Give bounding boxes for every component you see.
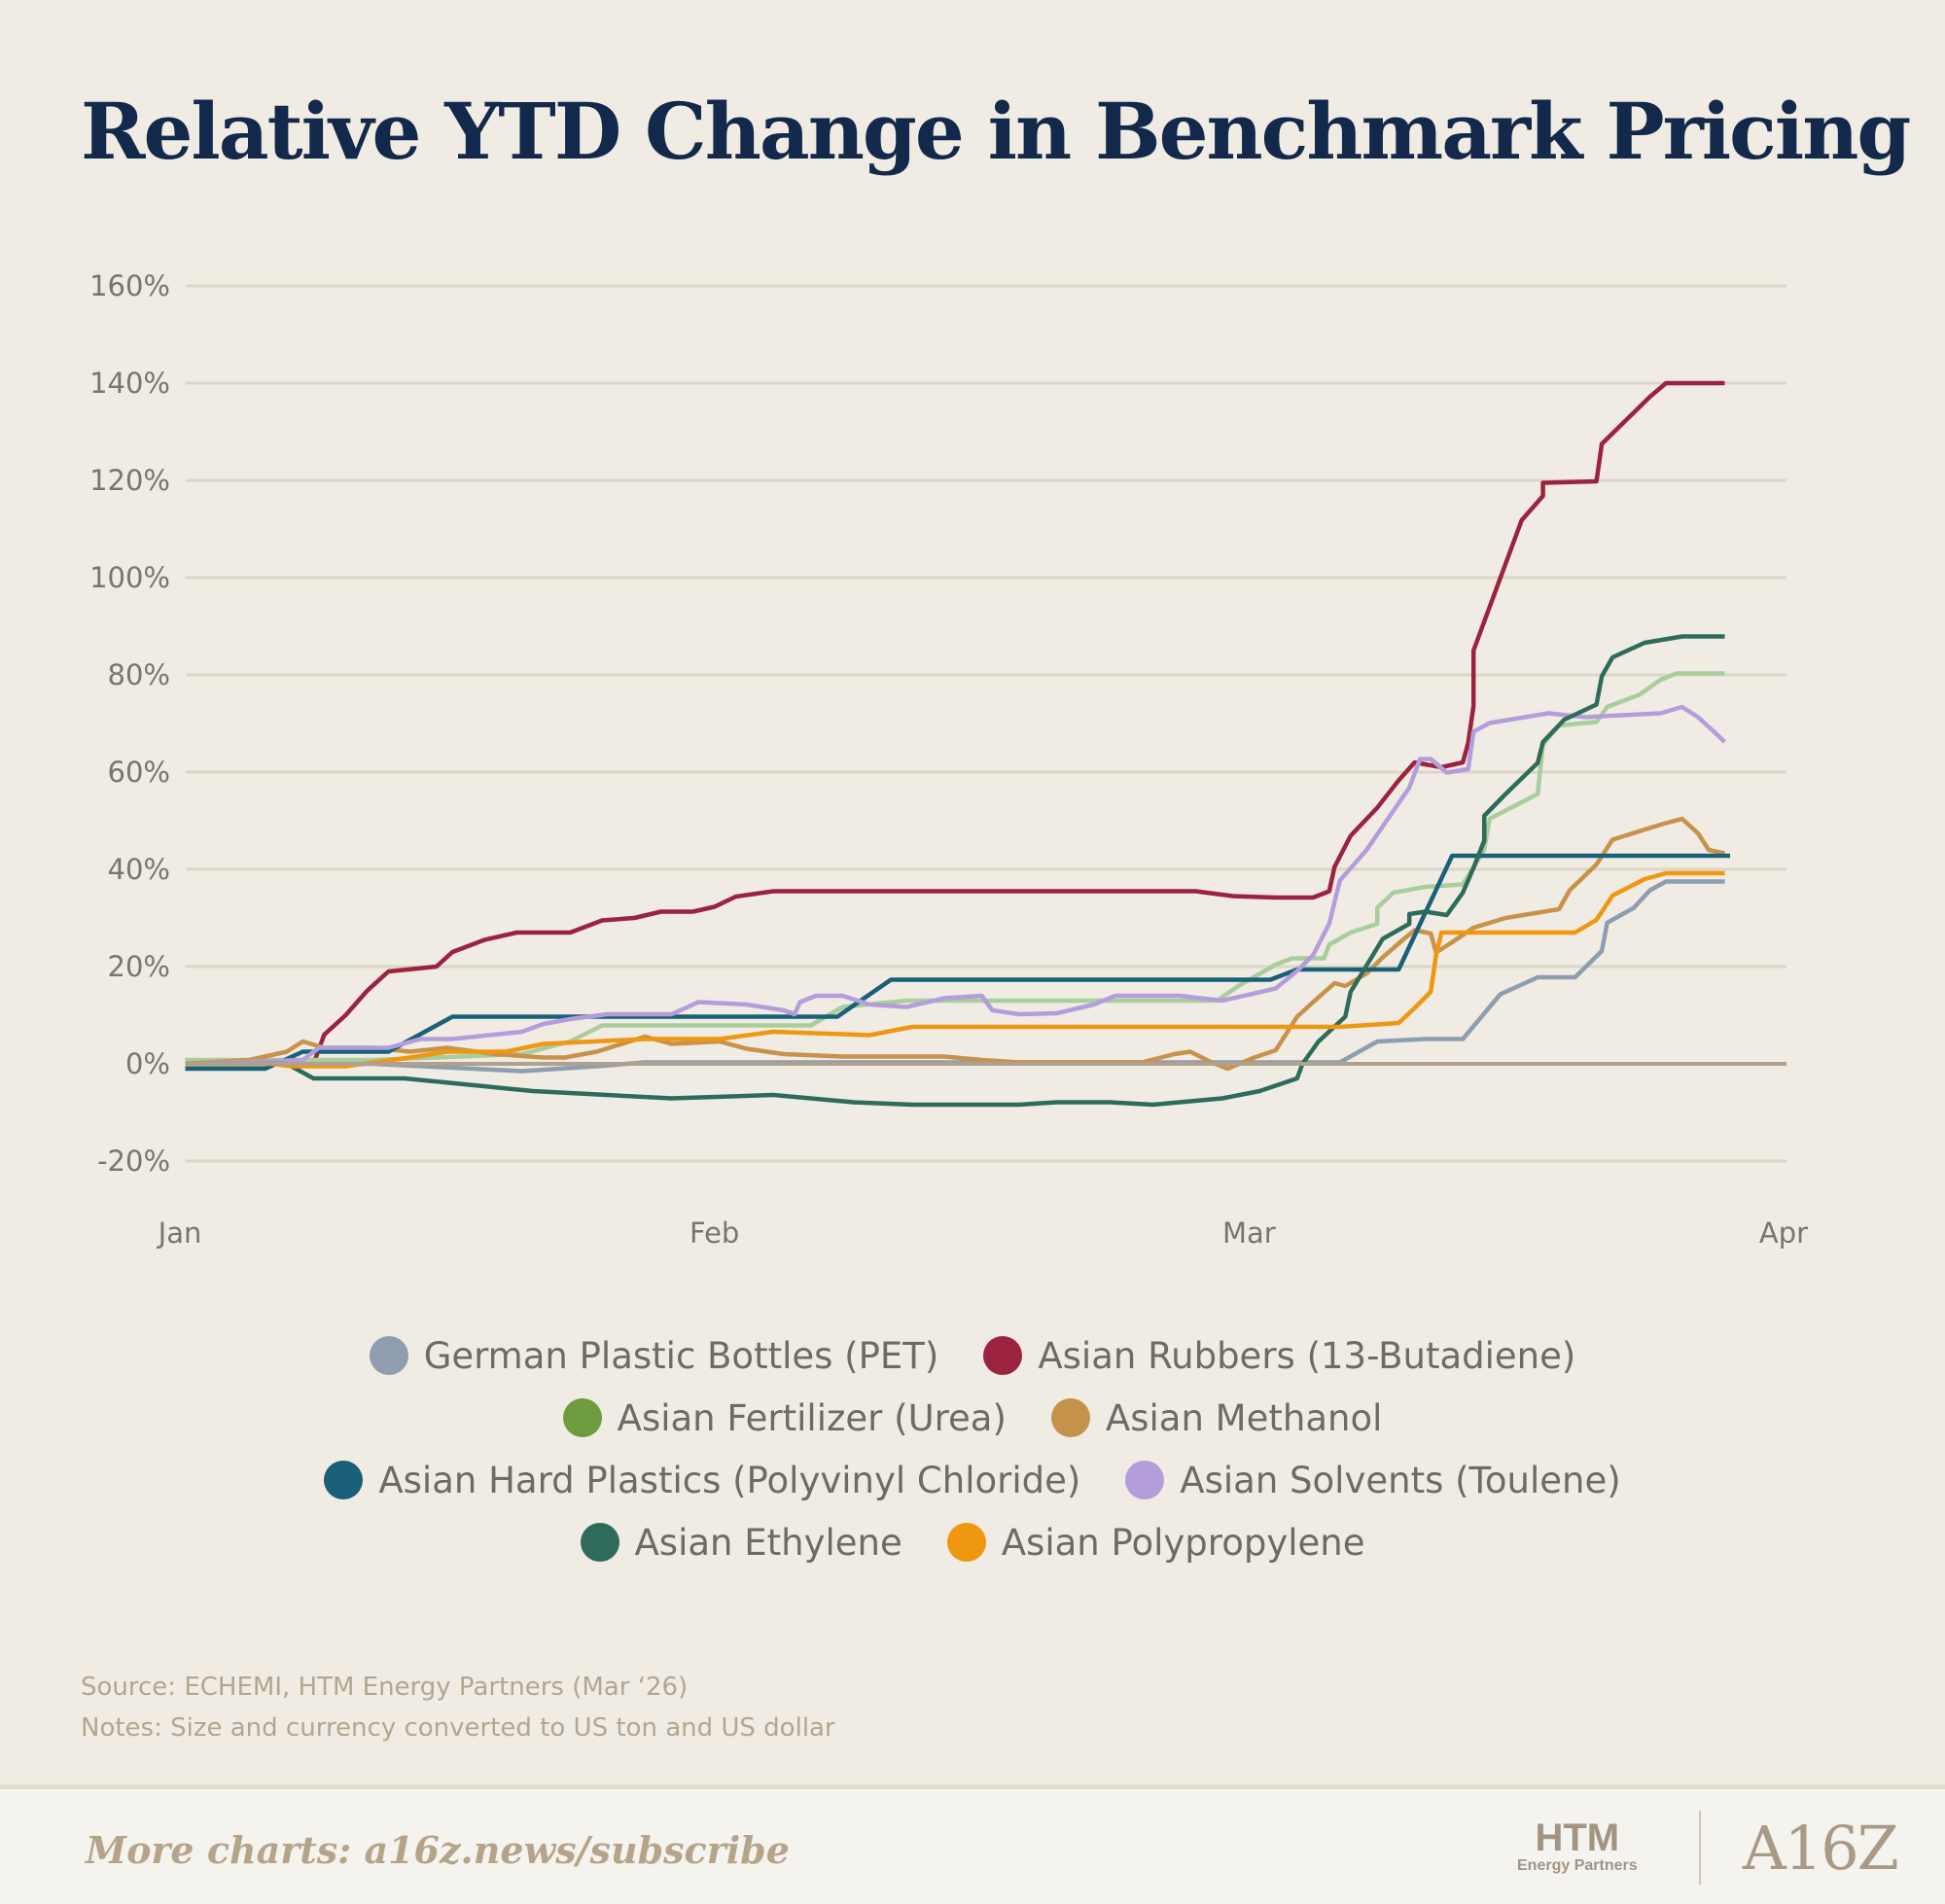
y-tick-label: 40% (108, 853, 170, 886)
y-tick-label: 140% (89, 367, 170, 400)
y-tick-label: 0% (125, 1047, 170, 1080)
chart-notes: Source: ECHEMI, HTM Energy Partners (Mar… (81, 1667, 835, 1748)
y-tick-label: 80% (108, 658, 170, 691)
series-line-7 (185, 870, 1725, 1069)
logo-divider (1699, 1811, 1701, 1885)
legend-row: Asian Ethylene Asian Polypropylene (0, 1511, 1945, 1573)
legend-item-toluene[interactable]: Asian Solvents (Toulene) (1125, 1459, 1621, 1501)
y-tick-label: 60% (108, 756, 170, 789)
chart-title: Relative YTD Change in Benchmark Pricing (81, 86, 1911, 177)
x-tick-label: Apr (1759, 1216, 1808, 1250)
legend-item-urea[interactable]: Asian Fertilizer (Urea) (562, 1396, 1007, 1439)
legend-label: German Plastic Bottles (PET) (423, 1334, 939, 1377)
series-line-1 (185, 380, 1725, 1067)
legend-dot-icon (324, 1461, 364, 1499)
legend-row: Asian Fertilizer (Urea) Asian Methanol (0, 1387, 1945, 1449)
y-axis-labels: 160% 140% 120% 100% 80% 60% 40% 20% 0% -20% (89, 269, 170, 1178)
series-line-4 (185, 853, 1730, 1072)
legend-item-methanol[interactable]: Asian Methanol (1050, 1396, 1383, 1439)
legend-item-pvc[interactable]: Asian Hard Plastics (Polyvinyl Chloride) (324, 1460, 1080, 1501)
legend-item-rubbers[interactable]: Asian Rubbers (13-Butadiene) (983, 1335, 1575, 1377)
legend-label: Asian Ethylene (634, 1521, 902, 1564)
y-tick-label: 160% (89, 269, 170, 302)
legend-label: Asian Solvents (Toulene) (1180, 1459, 1621, 1501)
x-tick-label: Jan (157, 1216, 202, 1250)
series-line-6 (185, 634, 1725, 1108)
legend-row: Asian Hard Plastics (Polyvinyl Chloride)… (0, 1449, 1945, 1511)
source-text: Source: ECHEMI, HTM Energy Partners (Mar… (81, 1673, 689, 1702)
legend-dot-icon (1050, 1398, 1090, 1437)
y-tick-label: -20% (97, 1145, 170, 1178)
htm-logo-text: HTM (1535, 1816, 1620, 1859)
legend-item-pet[interactable]: German Plastic Bottles (PET) (369, 1334, 939, 1377)
footer: More charts: a16z.news/subscribe HTM Ene… (0, 1784, 1945, 1904)
x-axis-labels: Jan Feb Mar Apr (157, 1216, 1809, 1250)
x-tick-label: Feb (690, 1216, 739, 1250)
series-line-5 (185, 704, 1727, 1067)
series-lines (185, 380, 1786, 1108)
legend-dot-icon (369, 1336, 408, 1375)
y-tick-label: 120% (89, 464, 170, 497)
line-chart: 160% 140% 120% 100% 80% 60% 40% 20% 0% -20% Jan Fe… (89, 269, 1809, 1250)
legend-dot-icon (580, 1523, 619, 1562)
legend-dot-icon (1125, 1461, 1165, 1499)
y-tick-label: 100% (89, 561, 170, 594)
legend-label: Asian Hard Plastics (Polyvinyl Chloride) (378, 1459, 1081, 1501)
series-line-2 (185, 671, 1725, 1063)
htm-logo-subtext: Energy Partners (1517, 1857, 1638, 1874)
legend-dot-icon (946, 1523, 986, 1562)
legend-dot-icon (983, 1336, 1023, 1375)
htm-logo: HTM Energy Partners (1517, 1818, 1638, 1875)
a16z-logo: A16Z (1743, 1813, 1899, 1884)
gridlines (186, 284, 1786, 1163)
subscribe-link[interactable]: More charts: a16z.news/subscribe (86, 1828, 790, 1872)
legend-item-ethylene[interactable]: Asian Ethylene (580, 1521, 902, 1564)
x-tick-label: Mar (1222, 1216, 1276, 1250)
legend-row: German Plastic Bottles (PET) Asian Rubbe… (0, 1324, 1945, 1387)
legend-label: Asian Fertilizer (Urea) (617, 1396, 1007, 1439)
legend: German Plastic Bottles (PET) Asian Rubbe… (0, 1324, 1945, 1573)
legend-label: Asian Methanol (1105, 1396, 1383, 1439)
legend-label: Asian Polypropylene (1001, 1521, 1365, 1564)
legend-dot-icon (562, 1398, 602, 1437)
legend-label: Asian Rubbers (13-Butadiene) (1038, 1334, 1576, 1377)
y-tick-label: 20% (108, 950, 170, 983)
series-line-0 (185, 879, 1725, 1074)
legend-item-polypropylene[interactable]: Asian Polypropylene (946, 1521, 1365, 1564)
notes-text: Notes: Size and currency converted to US… (81, 1713, 835, 1743)
